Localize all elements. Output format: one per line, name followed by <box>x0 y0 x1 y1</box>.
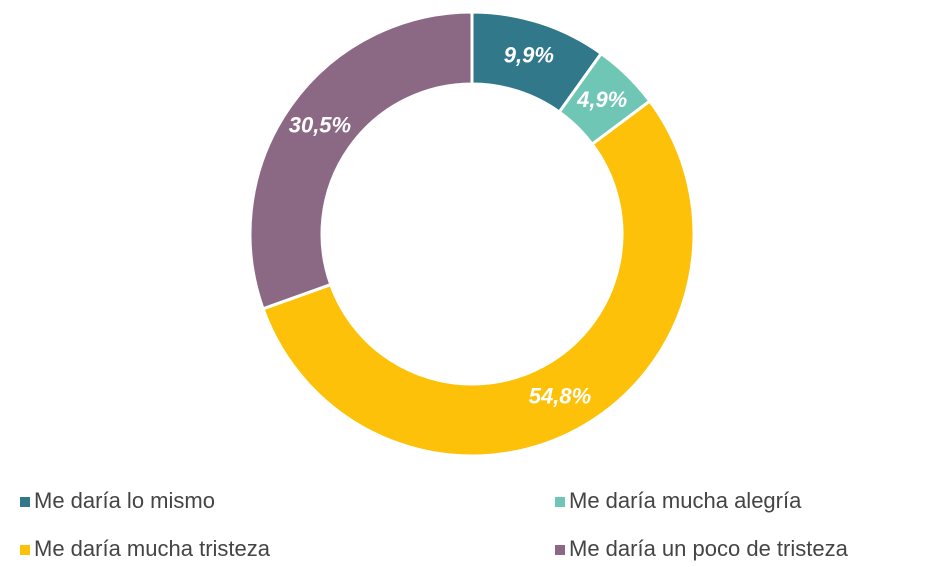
data-label: 54,8% <box>529 384 591 409</box>
legend-label: Me daría lo mismo <box>34 488 215 513</box>
donut-slice <box>261 98 696 458</box>
data-label: 30,5% <box>289 113 351 138</box>
legend-swatch <box>20 545 30 555</box>
legend-label: Me daría un poco de tristeza <box>569 536 849 561</box>
donut-slice <box>248 10 474 311</box>
legend-swatch <box>555 545 565 555</box>
legend-swatch <box>20 497 30 507</box>
legend-label: Me daría mucha alegría <box>569 488 802 513</box>
data-label: 9,9% <box>504 43 554 68</box>
data-label: 4,9% <box>576 87 627 112</box>
legend-label: Me daría mucha tristeza <box>34 536 271 561</box>
legend-swatch <box>555 497 565 507</box>
